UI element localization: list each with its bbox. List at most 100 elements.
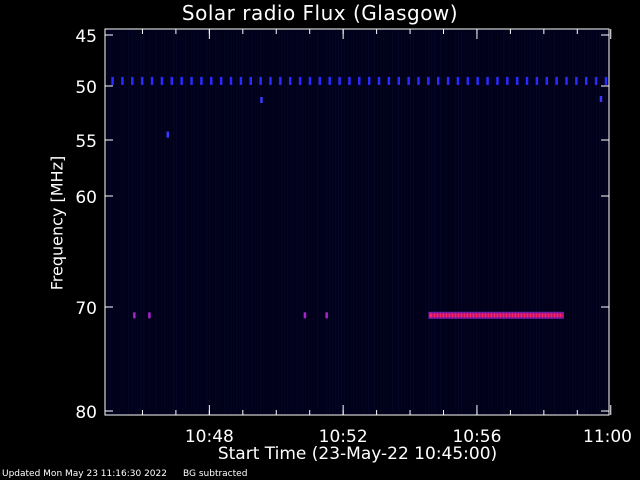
noise-stripe: [173, 31, 175, 413]
noise-stripe: [308, 31, 310, 413]
noise-stripe: [551, 31, 553, 413]
dotted-line-mark: [417, 76, 420, 85]
dotted-line-mark: [121, 76, 124, 85]
dotted-line-mark: [279, 76, 282, 85]
noise-stripe: [557, 31, 559, 413]
bg-note: BG subtracted: [182, 469, 248, 479]
dotted-line-mark: [318, 76, 322, 85]
noise-stripe: [455, 31, 457, 413]
x-axis-label: Start Time (23-May-22 10:45:00): [217, 444, 498, 464]
noise-stripe: [416, 31, 418, 413]
noise-stripe: [161, 31, 163, 413]
burst-texture: [474, 311, 476, 319]
noise-stripe: [305, 31, 307, 413]
chart-title: Solar radio Flux (Glasgow): [181, 1, 459, 25]
dotted-line-mark: [555, 76, 558, 85]
noise-stripe: [407, 31, 409, 413]
noise-stripe: [539, 31, 541, 413]
noise-stripe: [536, 31, 538, 413]
x-tick-label: 10:56: [452, 427, 501, 447]
noise-stripe: [353, 31, 355, 413]
noise-stripe: [440, 31, 442, 413]
noise-stripe: [140, 31, 142, 413]
noise-stripe: [572, 31, 574, 413]
burst-texture: [498, 311, 500, 319]
dotted-line-mark: [298, 76, 302, 85]
dotted-line-mark: [239, 76, 243, 85]
dotted-line-mark: [288, 76, 292, 85]
burst-texture: [561, 311, 563, 319]
burst-texture: [489, 311, 491, 319]
noise-stripe: [254, 31, 256, 413]
noise-stripe: [443, 31, 445, 413]
noise-stripe: [341, 31, 343, 413]
updated-timestamp: Updated Mon May 23 11:16:30 2022: [2, 469, 167, 479]
burst-texture: [501, 311, 503, 319]
noise-stripe: [485, 31, 487, 413]
dotted-line-mark: [200, 76, 203, 85]
signal-spot: [166, 131, 170, 138]
burst-texture: [465, 311, 467, 319]
burst-texture: [435, 311, 437, 319]
y-tick-label: 55: [75, 132, 97, 152]
noise-stripe: [182, 31, 184, 413]
noise-stripe: [107, 31, 109, 413]
noise-stripe: [410, 31, 412, 413]
noise-stripe: [470, 31, 472, 413]
burst-texture: [459, 311, 461, 319]
noise-stripe: [464, 31, 466, 413]
noise-stripe: [284, 31, 286, 413]
noise-stripe: [362, 31, 364, 413]
dotted-line-mark: [575, 76, 578, 85]
noise-stripe: [545, 31, 547, 413]
noise-stripe: [446, 31, 448, 413]
noise-stripe: [500, 31, 502, 413]
burst-texture: [540, 311, 542, 319]
noise-stripe: [272, 31, 274, 413]
noise-stripe: [302, 31, 304, 413]
noise-stripe: [398, 31, 400, 413]
burst-texture: [447, 311, 449, 319]
noise-stripe: [275, 31, 277, 413]
noise-stripe: [155, 31, 157, 413]
noise-stripe: [338, 31, 340, 413]
burst-texture: [522, 311, 524, 319]
y-axis-label: Frequency [MHz]: [47, 155, 67, 291]
noise-stripe: [188, 31, 190, 413]
noise-stripe: [518, 31, 520, 413]
burst-texture: [546, 311, 548, 319]
signal-spot: [260, 97, 263, 104]
noise-stripe: [461, 31, 463, 413]
noise-stripe: [122, 31, 124, 413]
dotted-line-mark: [584, 76, 588, 85]
noise-stripe: [554, 31, 556, 413]
noise-stripe: [584, 31, 586, 413]
noise-stripe: [266, 31, 268, 413]
noise-stripe: [359, 31, 361, 413]
noise-stripe: [317, 31, 319, 413]
noise-stripe: [257, 31, 259, 413]
dotted-line-mark: [476, 76, 479, 85]
noise-stripe: [194, 31, 196, 413]
dotted-line-mark: [308, 76, 312, 85]
burst-texture: [510, 311, 512, 319]
noise-stripe: [125, 31, 127, 413]
noise-stripe: [404, 31, 406, 413]
noise-stripe: [299, 31, 301, 413]
noise-stripe: [278, 31, 280, 413]
noise-stripe: [329, 31, 331, 413]
dotted-line-mark: [515, 76, 519, 85]
noise-stripe: [596, 31, 598, 413]
noise-stripe: [566, 31, 568, 413]
burst-texture: [534, 311, 536, 319]
noise-stripe: [347, 31, 349, 413]
noise-stripe: [332, 31, 334, 413]
burst-texture: [537, 311, 539, 319]
spectrogram-features: [111, 76, 608, 319]
noise-stripe: [386, 31, 388, 413]
noise-stripe: [389, 31, 391, 413]
noise-stripe: [212, 31, 214, 413]
noise-stripe: [563, 31, 565, 413]
dotted-line-mark: [427, 76, 430, 85]
footer: Updated Mon May 23 11:16:30 2022 BG subtr…: [2, 469, 247, 479]
